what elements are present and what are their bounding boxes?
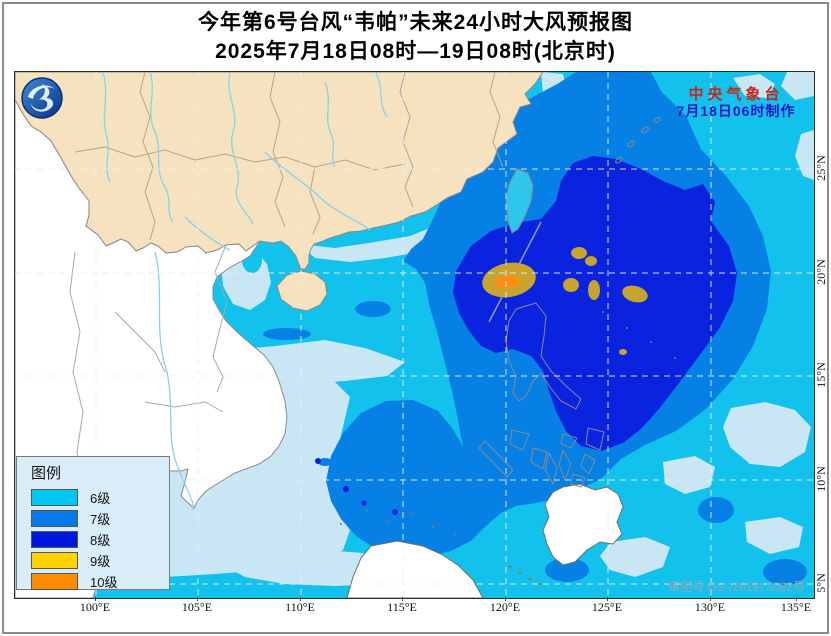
legend-row-level7: 7级: [31, 508, 169, 529]
x-axis-label-120e: 120°E: [475, 597, 535, 615]
y-axis-label-25n: 25°N: [814, 155, 828, 181]
philippine-island-outlines: [478, 302, 605, 488]
wind-area-level10: [494, 275, 520, 289]
y-axis-label-20n: 20°N: [814, 259, 828, 285]
y-axis-label-5n: 5°N: [814, 573, 828, 593]
title-line2: 2025年7月18日08时—19日08时(北京时): [215, 40, 616, 63]
cma-logo: [21, 77, 63, 119]
legend-label-level10: 10级: [90, 575, 118, 590]
title-line1: 今年第6号台风“韦帕”未来24小时大风预报图: [197, 11, 634, 34]
agency-stamp: 中央气象台: [688, 86, 784, 103]
legend-row-level6: 6级: [31, 487, 169, 508]
legend-title: 图例: [31, 465, 62, 482]
hainan-island: [276, 270, 328, 312]
legend-label-level9: 9级: [90, 554, 111, 569]
legend-row-level9: 9级: [31, 550, 169, 571]
y-axis-label-10n: 10°N: [814, 466, 828, 492]
map-approval-watermark: 审图号:GS (2019) 3082号: [668, 580, 805, 594]
legend-swatch-level9: [31, 552, 78, 569]
x-axis-label-135e: 135°E: [766, 597, 826, 615]
x-axis-label-130e: 130°E: [680, 597, 740, 615]
y-axis-label-15n: 15°N: [814, 362, 828, 388]
legend-swatch-level7: [31, 510, 78, 527]
produced-time-stamp: 7月18日06时制作: [676, 103, 796, 119]
x-axis-label-115e: 115°E: [372, 597, 432, 615]
legend-label-level6: 6级: [90, 491, 111, 506]
taiwan-island: [505, 168, 534, 234]
x-axis-label-100e: 100°E: [65, 597, 125, 615]
legend-swatch-level10: [31, 573, 78, 590]
legend-label-level8: 8级: [90, 533, 111, 548]
x-axis-label-110e: 110°E: [270, 597, 330, 615]
reef-dots: [340, 311, 676, 586]
x-axis-label-125e: 125°E: [577, 597, 637, 615]
rivers: [102, 72, 388, 511]
x-axis-label-105e: 105°E: [167, 597, 227, 615]
legend-row-level8: 8级: [31, 529, 169, 550]
legend-box: 图例 6级 7级 8级 9级 10级: [16, 456, 170, 590]
mindanao-island: [542, 483, 624, 566]
page-title: 今年第6号台风“韦帕”未来24小时大风预报图 2025年7月18日08时—19日…: [0, 8, 831, 66]
wind-area-level8: [315, 156, 737, 515]
ryukyu-island-outlines: [615, 117, 661, 164]
legend-swatch-level8: [31, 531, 78, 548]
country-borders: [69, 244, 228, 491]
legend-row-level10: 10级: [31, 571, 169, 592]
legend-label-level7: 7级: [90, 512, 111, 527]
legend-swatch-level6: [31, 489, 78, 506]
